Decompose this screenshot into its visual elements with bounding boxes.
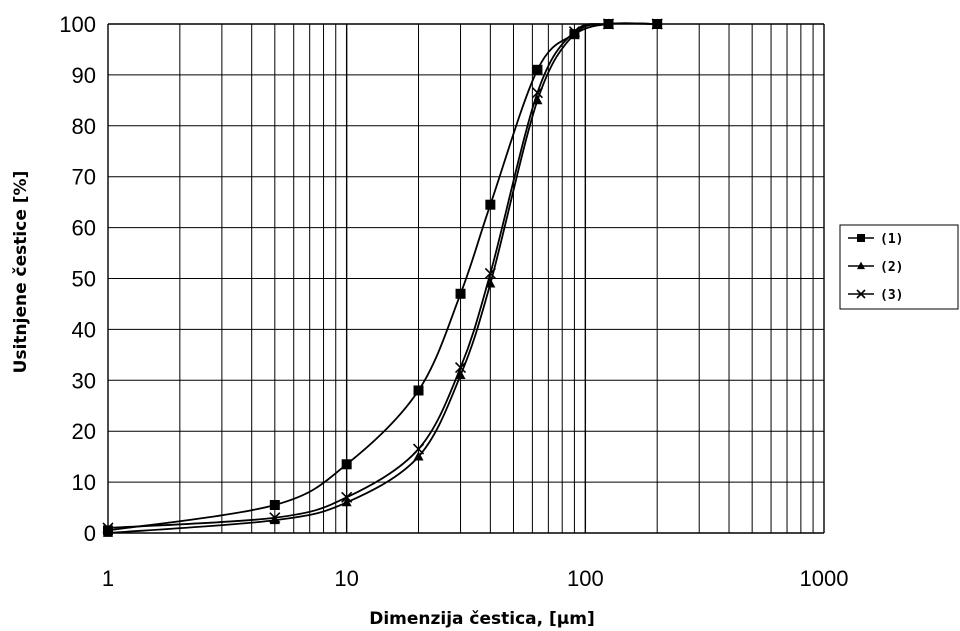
- data-point: [532, 64, 543, 75]
- y-tick-label: 80: [72, 114, 96, 139]
- y-tick-label: 50: [72, 267, 96, 292]
- series-layer: [102, 18, 663, 537]
- data-point: [651, 18, 663, 30]
- x-tick-label: 10: [334, 566, 358, 591]
- data-point: [413, 385, 424, 396]
- data-point: [485, 199, 496, 210]
- legend: (1) (2) (3): [839, 224, 959, 310]
- data-point: [103, 527, 113, 537]
- x-tick-label: 1: [102, 566, 114, 591]
- y-tick-label: 10: [72, 470, 96, 495]
- y-tick-label: 40: [72, 317, 96, 342]
- data-point: [413, 451, 424, 461]
- x-tick-label: 100: [567, 566, 604, 591]
- y-tick-label: 20: [72, 419, 96, 444]
- y-tick-label: 30: [72, 368, 96, 393]
- y-tick-label: 90: [72, 63, 96, 88]
- x-axis-title: Dimenzija čestica, [µm]: [369, 609, 595, 629]
- data-point: [857, 261, 865, 270]
- series-3: [102, 18, 663, 534]
- data-point: [269, 500, 280, 511]
- data-point: [341, 496, 352, 507]
- data-point: [455, 288, 466, 299]
- data-point: [568, 26, 580, 38]
- legend-item: (2): [848, 260, 903, 275]
- y-tick-label: 100: [59, 12, 96, 37]
- legend-label: (2): [880, 260, 903, 275]
- data-point: [857, 234, 865, 242]
- y-tick-label: 0: [84, 521, 96, 546]
- y-tick-label: 70: [72, 165, 96, 190]
- series-line: [107, 22, 658, 534]
- legend-item: (1): [848, 232, 903, 247]
- legend-label: (1): [880, 232, 903, 247]
- legend-item: (3): [848, 288, 903, 303]
- data-point: [569, 28, 580, 39]
- data-point: [412, 443, 425, 455]
- data-point: [269, 514, 280, 525]
- data-point: [531, 87, 544, 99]
- y-axis-title: Usitnjene čestice [%]: [11, 171, 31, 374]
- data-point: [102, 522, 114, 534]
- data-point: [269, 512, 281, 524]
- y-tick-label: 60: [72, 216, 96, 241]
- data-point: [455, 369, 466, 380]
- legend-label: (3): [880, 288, 903, 303]
- data-point: [341, 459, 352, 470]
- data-point: [341, 491, 353, 503]
- data-point: [484, 267, 496, 279]
- data-point: [602, 18, 615, 30]
- data-point: [856, 289, 866, 299]
- data-point: [454, 362, 467, 374]
- x-tick-label: 1000: [800, 566, 849, 591]
